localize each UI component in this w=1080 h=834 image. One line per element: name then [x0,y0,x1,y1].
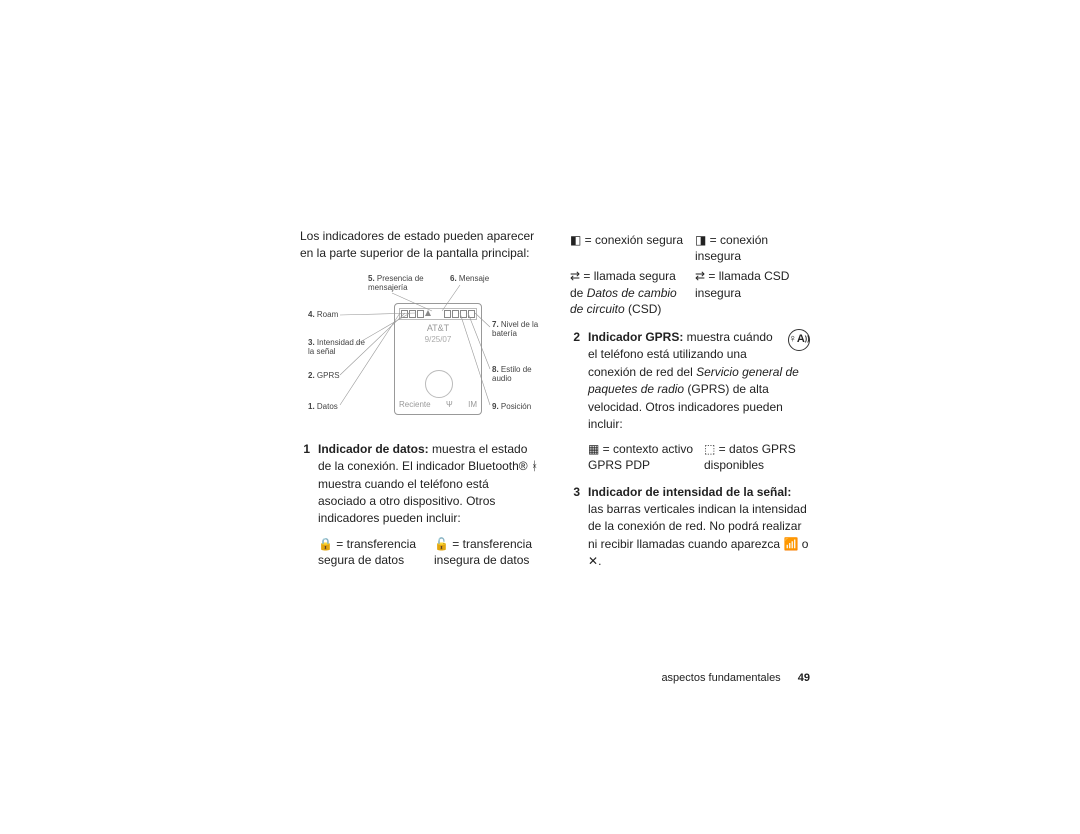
item-title: Indicador de datos: [318,442,429,456]
callout-3: 3. Intensidad de la señal [308,339,368,357]
manual-page: Los indicadores de estado pueden aparece… [0,0,1080,834]
unlock-icon: 🔓 [434,537,449,551]
item-title: Indicador GPRS: [588,330,683,344]
item-text: Indicador de datos: muestra el estado de… [318,441,540,528]
symbol-entry: ◨ = conexión insegura [695,232,810,264]
callout-9: 9. Posición [492,403,531,412]
callout-4: 4. Roam [308,311,338,320]
item-number: 1 [300,441,310,528]
secure-conn-icon: ◧ [570,233,581,247]
callout-7: 7. Nivel de la batería [492,321,542,339]
status-icon [425,310,431,316]
status-icon [460,310,467,318]
symbol-entry: ⇄ = llamada segura de Datos de cambio de… [570,268,685,317]
content-columns: Los indicadores de estado pueden aparece… [300,228,810,579]
status-icon [409,310,416,318]
item-number: 2 [570,329,580,433]
phone-outline: AT&T 9/25/07 Reciente Ψ IM [394,303,482,415]
softkeys: Reciente Ψ IM [399,399,477,411]
item-body: muestra cuando el teléfono está asociado… [318,477,495,526]
callout-1: 1. Datos [308,403,338,412]
item-text: ♀A)) Indicador GPRS: muestra cuándo el t… [588,329,810,433]
symbol-entry: ◧ = conexión segura [570,232,685,264]
status-bar [399,308,477,320]
list-item-3: 3 Indicador de intensidad de la señal: l… [570,484,810,571]
item-number: 3 [570,484,580,571]
page-number: 49 [798,672,810,684]
phone-date: 9/25/07 [395,334,481,346]
footer-section: aspectos fundamentales [661,672,780,684]
page-footer: aspectos fundamentales 49 [576,672,810,684]
list-item-2: 2 ♀A)) Indicador GPRS: muestra cuándo el… [570,329,810,433]
callout-5: 5. Presencia de mensajería [368,275,428,293]
softkey-right: IM [468,399,477,411]
status-icon [452,310,459,318]
list-item-1: 1 Indicador de datos: muestra el estado … [300,441,540,528]
status-left-icons [401,310,431,318]
symbol-grid-3: ▦ = contexto activo GPRS PDP ⬚ = datos G… [570,441,810,473]
symbol-entry: ▦ = contexto activo GPRS PDP [588,441,694,473]
item-title: Indicador de intensidad de la señal: [588,485,791,499]
column-left: Los indicadores de estado pueden aparece… [300,228,540,579]
item-text: Indicador de intensidad de la señal: las… [588,484,810,571]
column-right: ◧ = conexión segura ◨ = conexión insegur… [570,228,810,579]
clock-icon [425,370,453,398]
gprs-pdp-icon: ▦ [588,442,599,456]
symbol-entry: 🔒 = transferencia segura de datos [318,536,424,568]
status-icon [444,310,451,318]
callout-2: 2. GPRS [308,372,340,381]
gprs-avail-icon: ⬚ [704,442,715,456]
csd-secure-icon: ⇄ [570,269,580,283]
bluetooth-icon: ᚼ [531,459,538,473]
csd-insecure-icon: ⇄ [695,269,705,283]
status-icon [417,310,424,318]
symbol-grid-1: 🔒 = transferencia segura de datos 🔓 = tr… [300,536,540,568]
symbol-entry: ⬚ = datos GPRS disponibles [704,441,810,473]
symbol-entry: 🔓 = transferencia insegura de datos [434,536,540,568]
status-right-icons [444,310,475,318]
insecure-conn-icon: ◨ [695,233,706,247]
carrier-icon-wrap: ♀A)) [788,329,810,351]
lock-icon: 🔒 [318,537,333,551]
status-icon [468,310,475,318]
callout-8: 8. Estilo de audio [492,366,542,384]
symbol-grid-2: ◧ = conexión segura ◨ = conexión insegur… [570,232,810,317]
status-icon [401,310,408,318]
phone-diagram: AT&T 9/25/07 Reciente Ψ IM 1. Datos 2. G… [300,273,540,431]
signal-low-icon: 📶 [783,537,798,551]
signal-off-icon: ✕ [588,554,598,568]
symbol-entry: ⇄ = llamada CSD insegura [695,268,810,317]
carrier-icon: ♀A)) [788,329,810,351]
fork-icon: Ψ [446,399,453,411]
softkey-left: Reciente [399,399,431,411]
callout-6: 6. Mensaje [450,275,489,284]
intro-text: Los indicadores de estado pueden aparece… [300,228,540,263]
